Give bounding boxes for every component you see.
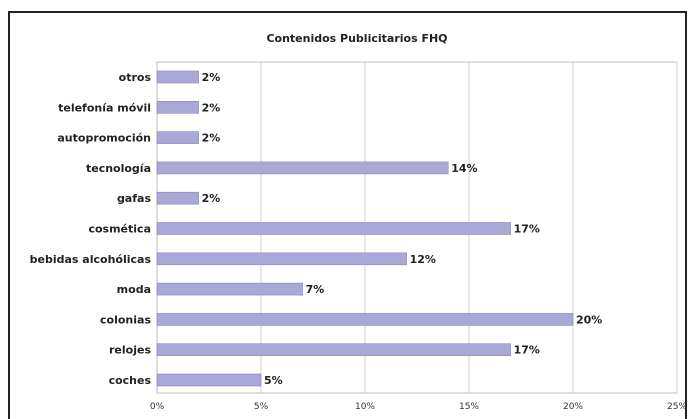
category-label: coches [109, 374, 152, 387]
bar [156, 373, 262, 387]
category-label: otros [119, 71, 152, 84]
x-tick-label: 25% [667, 402, 687, 412]
bar [156, 252, 407, 266]
bar [156, 161, 449, 175]
x-axis-ticks: 0% 5% 10% 15% 20% 25% [150, 402, 688, 412]
chart-title: Contenidos Publicitarios FHQ [266, 32, 447, 45]
category-labels: otros telefonía móvil autopromoción tecnolo… [30, 71, 152, 387]
value-label: 14% [451, 162, 477, 175]
x-tick-label: 15% [459, 402, 479, 412]
value-label: 17% [514, 223, 540, 236]
x-tick-label: 0% [150, 402, 165, 412]
value-label: 2% [202, 101, 221, 114]
category-label: gafas [117, 192, 152, 205]
value-label: 2% [202, 192, 221, 205]
value-label: 2% [202, 132, 221, 145]
value-label: 17% [514, 344, 540, 357]
value-label: 2% [202, 71, 221, 84]
value-label: 12% [410, 253, 436, 266]
x-tick-label: 10% [355, 402, 375, 412]
category-label: telefonía móvil [58, 101, 151, 114]
bars [156, 70, 574, 387]
bar [156, 191, 199, 205]
value-label: 5% [264, 374, 283, 387]
x-tick-label: 20% [563, 402, 583, 412]
category-label: autopromoción [57, 132, 151, 145]
bar [156, 313, 574, 326]
category-label: moda [117, 283, 151, 296]
category-label: cosmética [88, 223, 151, 236]
value-label: 20% [576, 313, 602, 326]
category-label: tecnología [86, 162, 151, 175]
x-tick-label: 5% [254, 402, 269, 412]
bar [156, 70, 199, 84]
bar [156, 282, 303, 296]
value-label: 7% [306, 283, 325, 296]
bar [156, 131, 199, 144]
bar [156, 343, 511, 357]
value-labels: 2% 2% 2% 14% 2% 17% 12% 7% 20% 17% 5% [202, 71, 603, 387]
category-label: relojes [109, 344, 151, 357]
bar [156, 101, 199, 114]
category-label: colonias [100, 313, 151, 326]
bar [156, 222, 511, 235]
category-label: bebidas alcohólicas [30, 253, 152, 266]
